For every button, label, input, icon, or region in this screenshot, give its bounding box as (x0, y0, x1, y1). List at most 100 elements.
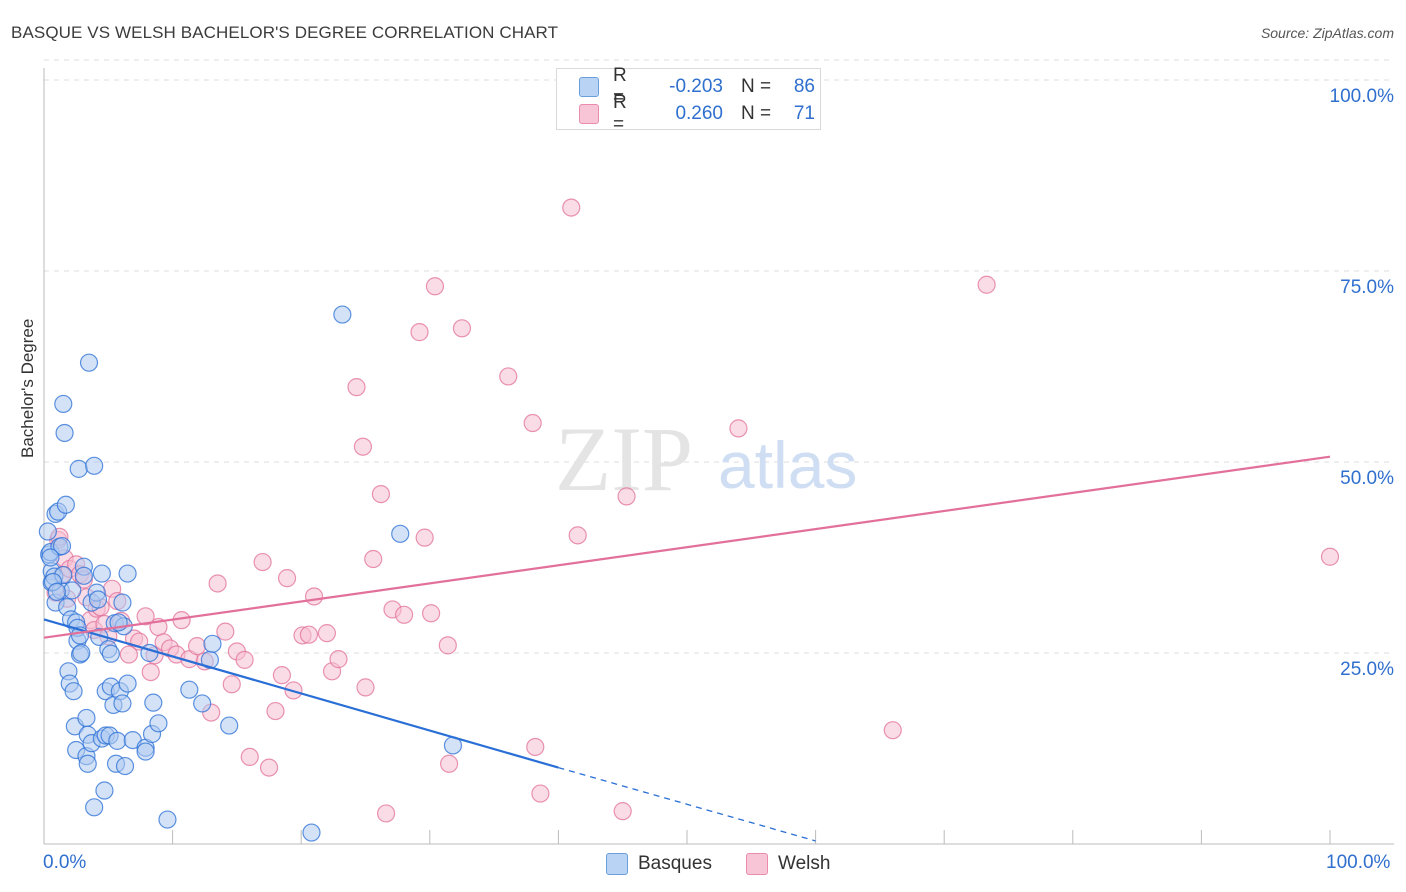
basques-point (113, 694, 132, 713)
basques-point (108, 731, 127, 750)
basques-points (38, 305, 463, 842)
watermark-atlas: atlas (718, 428, 857, 502)
basques-point (38, 522, 57, 541)
watermark: ZIP atlas (555, 408, 857, 510)
welsh-trend-line (43, 455, 1331, 639)
welsh-point (425, 277, 445, 296)
basques-point (74, 566, 93, 585)
welsh-point (208, 574, 227, 593)
welsh-point (376, 804, 396, 823)
basques-label: Basques (638, 853, 712, 874)
r-label: R = (613, 92, 627, 135)
basques-point (47, 582, 66, 601)
welsh-point (347, 378, 366, 397)
welsh-point (364, 549, 383, 569)
y-axis-label: Bachelor's Degree (18, 318, 37, 458)
welsh-point (119, 645, 138, 664)
basques-point (64, 682, 83, 701)
basques-point (203, 634, 222, 653)
welsh-point (266, 701, 285, 721)
r-value: 0.260 (675, 103, 723, 124)
welsh-swatch (579, 104, 599, 124)
n-label: N = (741, 103, 772, 124)
r-value: -0.203 (669, 76, 723, 97)
basques-point (136, 742, 155, 761)
y-tick-100: 100.0% (1329, 86, 1394, 107)
welsh-point (317, 624, 337, 643)
welsh-point (259, 758, 279, 777)
stats-legend: R = -0.203 N = 86 R = 0.260 N = 71 (556, 65, 821, 135)
basques-point (95, 781, 114, 800)
basques-trend-line (43, 618, 559, 769)
basques-point (63, 581, 82, 600)
grid-lines (44, 59, 1394, 654)
x-tick-max: 100.0% (1326, 852, 1391, 873)
basques-point (77, 708, 96, 728)
welsh-point (531, 784, 550, 803)
welsh-point (187, 637, 207, 656)
legend-item-basques[interactable]: Basques (606, 852, 712, 876)
welsh-point (272, 666, 292, 685)
legend-item-welsh[interactable]: Welsh (746, 852, 830, 876)
basques-point (149, 714, 168, 733)
basques-point (85, 456, 104, 475)
basques-point (193, 694, 212, 713)
basques-point (56, 495, 75, 514)
basques-point (113, 593, 132, 612)
welsh-point (394, 605, 414, 624)
n-value: 86 (793, 76, 815, 97)
welsh-point (235, 650, 254, 669)
welsh-point (977, 275, 996, 294)
welsh-point (883, 721, 902, 740)
source-label: Source: ZipAtlas.com (1260, 25, 1394, 41)
welsh-point (562, 198, 581, 217)
welsh-points (46, 198, 1340, 823)
welsh-swatch (746, 853, 768, 875)
basques-point (52, 536, 72, 556)
welsh-point (304, 587, 324, 606)
basques-swatch (606, 853, 628, 875)
welsh-point (136, 607, 155, 626)
basques-point (118, 674, 137, 693)
welsh-point (499, 367, 518, 386)
basques-point (180, 680, 199, 699)
basques-point (158, 810, 177, 829)
welsh-label: Welsh (778, 853, 831, 874)
basques-point (118, 564, 137, 583)
basques-point (88, 590, 108, 609)
welsh-point (253, 552, 272, 572)
welsh-point (329, 650, 348, 669)
basques-point (115, 756, 135, 776)
welsh-point (222, 675, 241, 694)
basques-point (69, 459, 88, 478)
y-tick-75: 75.0% (1340, 277, 1394, 298)
welsh-point (415, 528, 434, 547)
basques-trend-extension (558, 766, 816, 842)
basques-point (85, 798, 104, 817)
legend-row-welsh: R = 0.260 N = 71 (579, 92, 815, 135)
r-label: R = (613, 65, 627, 108)
welsh-point (617, 487, 636, 506)
welsh-point (438, 636, 457, 655)
welsh-point (216, 622, 235, 641)
basques-point (391, 524, 410, 543)
welsh-point (299, 625, 319, 644)
welsh-point (353, 437, 373, 456)
welsh-point (729, 419, 748, 438)
basques-point (54, 394, 73, 414)
welsh-point (240, 747, 259, 767)
n-value: 71 (793, 103, 815, 124)
y-tick-25: 25.0% (1340, 659, 1394, 680)
welsh-point (371, 484, 391, 504)
trend-lines (43, 455, 1331, 842)
basques-point (79, 353, 99, 372)
y-tick-50: 50.0% (1340, 468, 1394, 489)
welsh-point (452, 319, 472, 338)
welsh-point (526, 737, 545, 757)
welsh-point (421, 604, 441, 623)
chart-title: BASQUE VS WELSH BACHELOR'S DEGREE CORREL… (11, 23, 559, 42)
welsh-point (141, 662, 160, 682)
welsh-point (277, 569, 297, 588)
basques-point (333, 305, 352, 324)
